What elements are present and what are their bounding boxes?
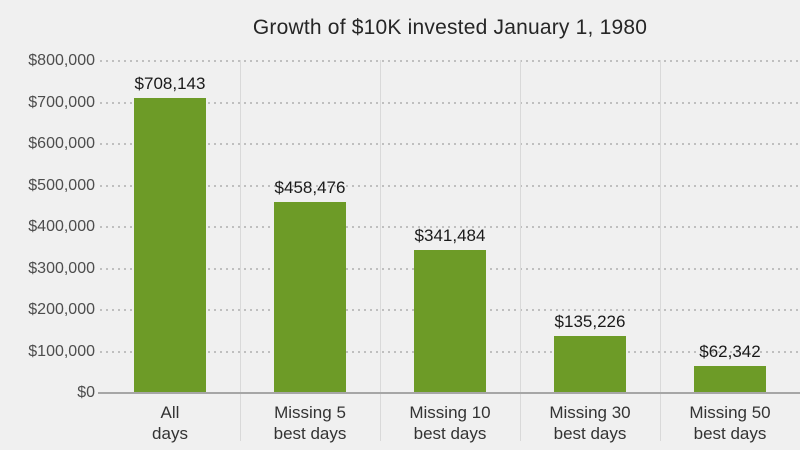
- category-separator: [660, 60, 661, 441]
- x-axis-label-line: All: [160, 403, 180, 422]
- x-axis-label-line: Missing 30: [549, 403, 631, 422]
- bar-value-label: $458,476: [274, 178, 346, 197]
- y-axis-tick-label: $300,000: [28, 260, 95, 277]
- x-axis-label-line: best days: [413, 424, 487, 443]
- y-axis-tick-label: $100,000: [28, 343, 95, 360]
- x-axis-label-line: Missing 5: [274, 403, 346, 422]
- x-axis-label-line: best days: [693, 424, 767, 443]
- gridline: [100, 185, 800, 187]
- y-axis-tick-label: $700,000: [28, 94, 95, 111]
- x-axis-category-label: Missing 50 best days: [660, 402, 800, 444]
- category-separator: [240, 60, 241, 441]
- x-axis-label-line: days: [152, 424, 188, 443]
- bar-value-label: $62,342: [699, 342, 761, 361]
- bar: [274, 202, 346, 392]
- y-axis-tick-label: $600,000: [28, 135, 95, 152]
- x-axis-category-label: Missing 10 best days: [380, 402, 520, 444]
- gridline: [100, 143, 800, 145]
- bar-value-label: $135,226: [554, 312, 626, 331]
- x-axis-label-line: Missing 50: [689, 403, 771, 422]
- category-separator: [520, 60, 521, 441]
- x-axis-category-label: Missing 30 best days: [520, 402, 660, 444]
- y-axis-tick-label: $200,000: [28, 301, 95, 318]
- x-axis-category-label: All days: [100, 402, 240, 444]
- y-axis-tick-label: $500,000: [28, 177, 95, 194]
- bar: [694, 366, 766, 392]
- bar: [554, 336, 626, 392]
- chart-title: Growth of $10K invested January 1, 1980: [252, 16, 648, 39]
- bar-value-label: $341,484: [414, 226, 486, 245]
- bar-value-label: $708,143: [134, 74, 206, 93]
- bar: [134, 98, 206, 392]
- x-axis-label-line: Missing 10: [409, 403, 491, 422]
- gridline: [100, 60, 800, 62]
- category-separator: [380, 60, 381, 441]
- y-axis-tick-label: $800,000: [28, 52, 95, 69]
- x-axis-label-line: best days: [553, 424, 627, 443]
- x-axis-label-line: best days: [273, 424, 347, 443]
- x-axis-line: [98, 392, 800, 394]
- gridline: [100, 226, 800, 228]
- x-axis-category-label: Missing 5 best days: [240, 402, 380, 444]
- bar: [414, 250, 486, 392]
- gridline: [100, 102, 800, 104]
- y-axis-tick-label: $400,000: [28, 218, 95, 235]
- y-axis-tick-label: $0: [77, 384, 95, 401]
